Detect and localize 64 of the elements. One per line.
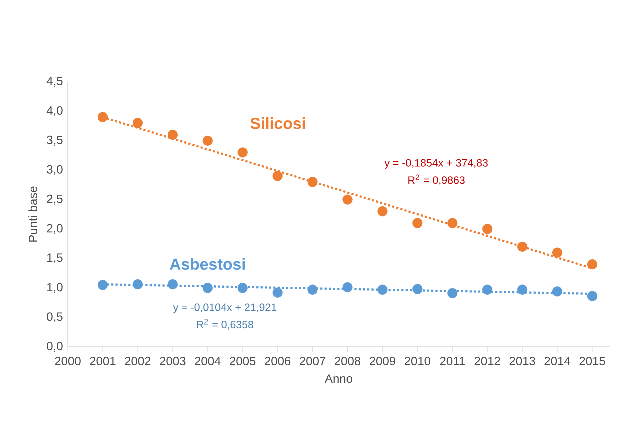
- y-tick-label: 0,5: [47, 312, 63, 323]
- point: [132, 280, 144, 290]
- y-tick-label: 4,5: [46, 77, 63, 87]
- point: [518, 284, 528, 295]
- y-tick-label: 0,0: [47, 342, 63, 352]
- point: [587, 259, 598, 270]
- y-tick-label: 3,5: [47, 136, 63, 146]
- point: [308, 177, 318, 188]
- point: [378, 206, 388, 217]
- point: [412, 284, 423, 294]
- x-axis-title: Anno: [325, 374, 353, 384]
- x-tick-label: 2006: [265, 357, 291, 366]
- x-tick-label: 2004: [195, 357, 221, 366]
- annotation: y = -0,0104x + 21,921: [173, 304, 277, 314]
- y-tick-label: 2,5: [47, 194, 63, 205]
- point: [272, 171, 283, 182]
- point: [132, 118, 144, 128]
- series-label: Silicosi: [250, 118, 306, 130]
- point: [98, 112, 108, 122]
- annotation: y = -0,1854x + 374,83: [384, 159, 488, 169]
- x-tick-label: 2009: [370, 357, 396, 366]
- point: [342, 282, 353, 293]
- point: [168, 280, 178, 290]
- point: [552, 286, 563, 297]
- point: [238, 283, 248, 294]
- x-tick-label: 2013: [510, 357, 536, 366]
- x-tick-label: 2008: [335, 357, 361, 366]
- x-tick-label: 2002: [125, 357, 151, 366]
- point: [448, 288, 458, 298]
- point: [482, 284, 493, 295]
- point: [482, 224, 493, 234]
- annotation: R$^{2}$ = 0,6358: [197, 319, 254, 330]
- x-tick-label: 2001: [90, 357, 116, 366]
- x-tick-label: 2015: [580, 357, 606, 366]
- x-tick-label: 2003: [160, 357, 186, 366]
- point: [168, 130, 178, 140]
- x-tick-label: 2014: [544, 357, 571, 366]
- point: [98, 280, 108, 290]
- point: [308, 284, 318, 295]
- x-tick-label: 2007: [300, 357, 326, 366]
- y-axis-title: Punti base: [28, 186, 38, 242]
- x-tick-label: 2000: [55, 357, 81, 366]
- x-tick-label: 2011: [440, 357, 465, 366]
- point: [587, 291, 598, 302]
- point: [448, 218, 458, 228]
- y-tick-label: 3,0: [47, 165, 63, 176]
- x-tick-label: 2005: [230, 357, 256, 366]
- point: [202, 136, 213, 146]
- point: [342, 194, 353, 205]
- point: [378, 284, 388, 295]
- point: [272, 288, 283, 298]
- y-tick-label: 2,0: [47, 224, 63, 234]
- point: [238, 148, 248, 158]
- point: [412, 218, 423, 228]
- point: [518, 242, 528, 252]
- x-tick-label: 2012: [474, 357, 500, 366]
- x-tick-label: 2010: [404, 357, 431, 366]
- y-tick-label: 1,0: [48, 283, 63, 294]
- y-tick-label: 4,0: [46, 106, 63, 116]
- series-label: Asbestosi: [170, 258, 245, 270]
- point: [202, 283, 213, 294]
- point: [552, 248, 563, 258]
- annotation: R$^{2}$ = 0,9863: [408, 174, 465, 186]
- y-tick-label: 1,5: [48, 254, 63, 264]
